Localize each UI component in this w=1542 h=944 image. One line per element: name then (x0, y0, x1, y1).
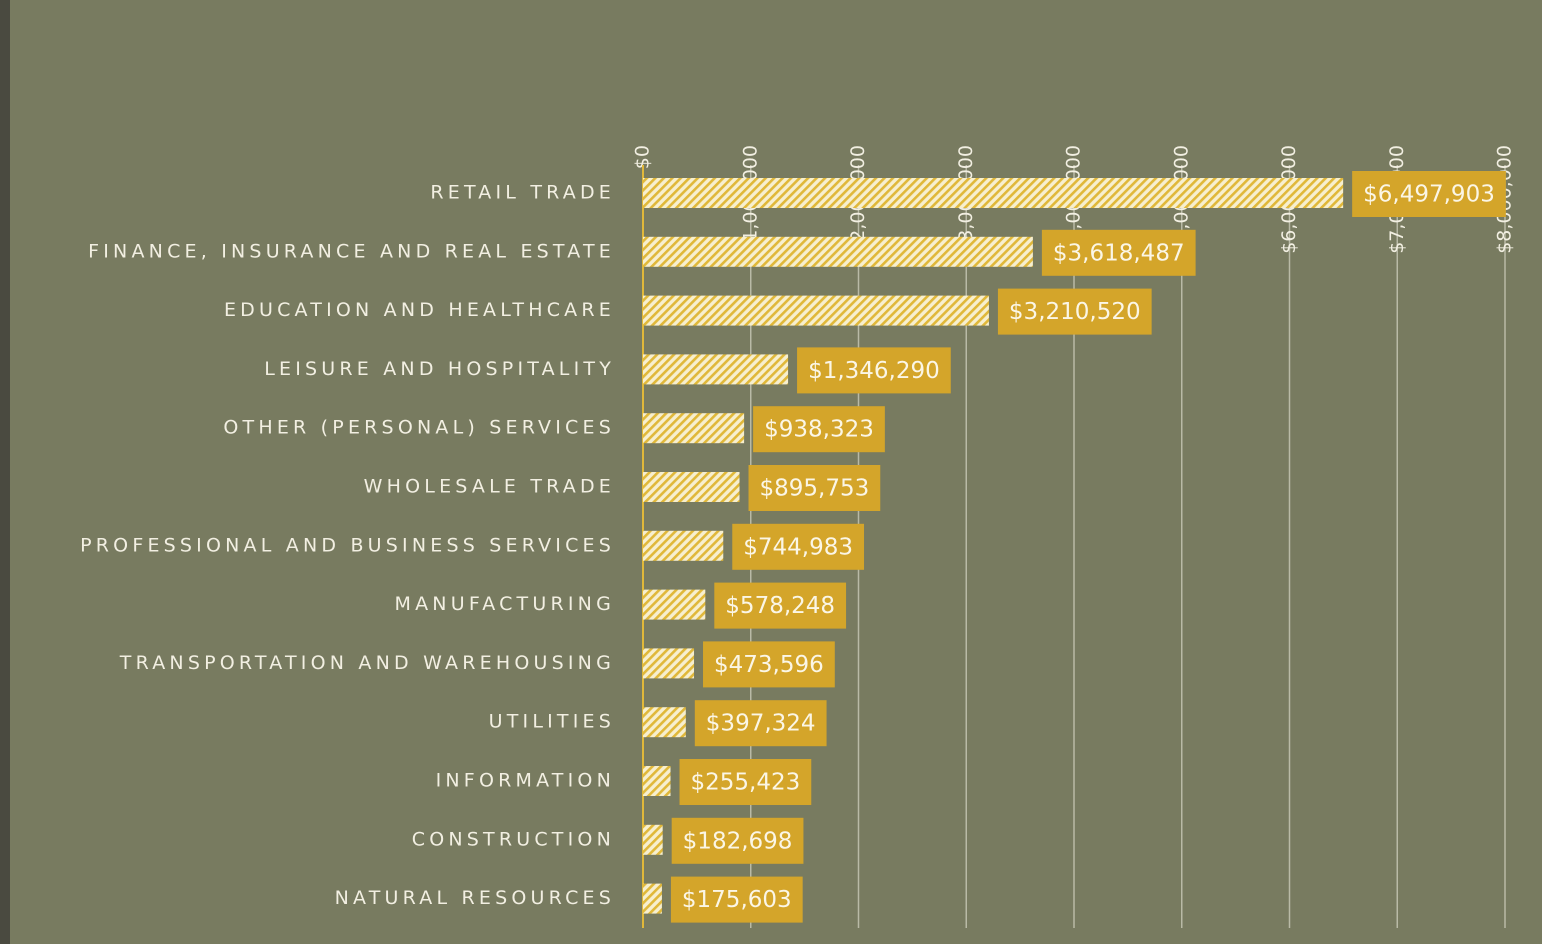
value-label: $397,324 (706, 711, 816, 737)
category-label: MANUFACTURING (395, 593, 615, 615)
value-label-group: $255,423 (679, 759, 812, 805)
bar (643, 766, 671, 796)
bar (643, 295, 989, 326)
category-label: UTILITIES (489, 711, 615, 733)
value-label-group: $744,983 (732, 523, 865, 570)
bar (643, 413, 745, 444)
bar (643, 178, 1344, 208)
bar (643, 354, 789, 385)
value-label: $255,423 (691, 770, 801, 796)
value-label-box (703, 641, 835, 688)
value-label: $578,248 (725, 593, 835, 619)
category-label: CONSTRUCTION (412, 828, 615, 850)
value-label: $473,596 (714, 652, 824, 678)
value-label-group: $397,324 (694, 700, 827, 747)
bar (643, 707, 686, 738)
value-label-group: $3,210,520 (997, 288, 1152, 335)
bar (643, 883, 662, 914)
category-label: PROFESSIONAL AND BUSINESS SERVICES (80, 534, 615, 556)
bar (643, 824, 663, 855)
value-label-box (679, 759, 812, 805)
bar (643, 589, 706, 620)
category-label: OTHER (PERSONAL) SERVICES (223, 417, 615, 439)
category-label: TRANSPORTATION AND WAREHOUSING (119, 652, 615, 674)
category-label: NATURAL RESOURCES (335, 887, 615, 909)
value-label-group: $1,346,290 (797, 347, 951, 394)
category-label: WHOLESALE TRADE (364, 476, 615, 498)
value-label-group: $6,497,903 (1352, 171, 1506, 217)
bar (643, 648, 695, 679)
value-label-box (797, 347, 951, 394)
category-label: LEISURE AND HOSPITALITY (264, 358, 615, 380)
value-label-box (671, 817, 804, 864)
value-label-box (732, 523, 865, 570)
value-label-group: $175,603 (670, 876, 803, 923)
value-label-box (670, 876, 803, 923)
bar (643, 472, 740, 502)
value-label-group: $473,596 (703, 641, 835, 688)
bar (643, 236, 1033, 267)
value-label-box (714, 582, 847, 629)
value-label: $175,603 (682, 887, 792, 913)
category-label: RETAIL TRADE (430, 182, 615, 204)
value-label-group: $578,248 (714, 582, 847, 629)
value-label-box (694, 700, 827, 747)
value-label-box (1041, 229, 1196, 276)
value-label-group: $895,753 (748, 465, 881, 511)
value-label-group: $3,618,487 (1041, 229, 1196, 276)
value-label-group: $938,323 (753, 406, 885, 453)
value-label-box (997, 288, 1152, 335)
category-label: EDUCATION AND HEALTHCARE (224, 299, 615, 321)
value-label: $182,698 (683, 828, 793, 854)
x-tick-label: $0 (632, 145, 654, 169)
value-label-box (748, 465, 881, 511)
category-label: INFORMATION (436, 770, 615, 792)
value-label: $938,323 (764, 417, 874, 443)
value-label: $895,753 (760, 476, 870, 502)
value-label: $3,618,487 (1053, 240, 1185, 266)
value-label-box (1352, 171, 1506, 217)
value-label: $1,346,290 (808, 358, 940, 384)
category-label: FINANCE, INSURANCE AND REAL ESTATE (88, 240, 615, 262)
value-label-group: $182,698 (671, 817, 804, 864)
bar (643, 530, 724, 561)
photo-edge (0, 0, 10, 944)
value-label: $744,983 (743, 534, 853, 560)
value-label-box (753, 406, 885, 453)
value-label: $3,210,520 (1009, 299, 1141, 325)
value-label: $6,497,903 (1363, 182, 1495, 208)
